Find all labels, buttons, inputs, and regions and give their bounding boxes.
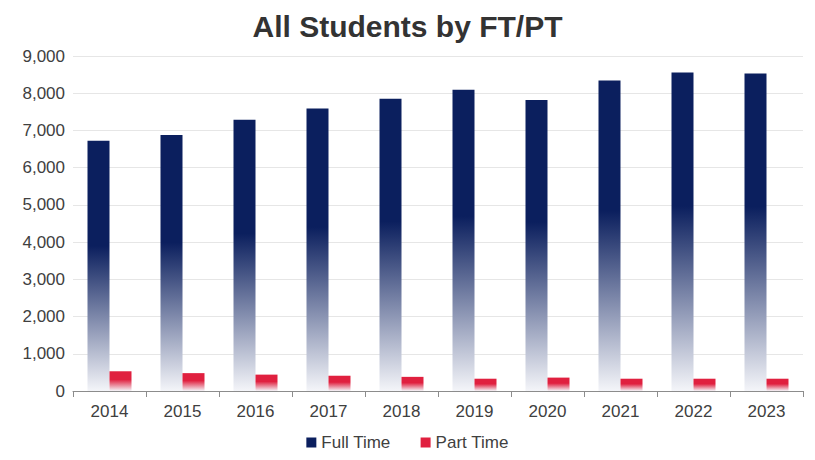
svg-text:2,000: 2,000: [22, 307, 65, 326]
svg-text:2015: 2015: [164, 402, 202, 421]
svg-text:1,000: 1,000: [22, 344, 65, 363]
svg-text:0: 0: [56, 382, 65, 401]
svg-text:2022: 2022: [675, 402, 713, 421]
svg-text:All Students by FT/PT: All Students by FT/PT: [252, 10, 562, 43]
svg-text:5,000: 5,000: [22, 195, 65, 214]
svg-text:Full Time: Full Time: [321, 433, 390, 452]
svg-text:2018: 2018: [383, 402, 421, 421]
svg-text:Part Time: Part Time: [436, 433, 509, 452]
svg-text:2023: 2023: [748, 402, 786, 421]
svg-text:2020: 2020: [529, 402, 567, 421]
svg-text:2016: 2016: [237, 402, 275, 421]
svg-text:2014: 2014: [91, 402, 129, 421]
svg-text:6,000: 6,000: [22, 158, 65, 177]
svg-text:9,000: 9,000: [22, 47, 65, 66]
svg-text:7,000: 7,000: [22, 121, 65, 140]
svg-text:8,000: 8,000: [22, 84, 65, 103]
svg-text:3,000: 3,000: [22, 270, 65, 289]
svg-text:4,000: 4,000: [22, 233, 65, 252]
svg-text:2017: 2017: [310, 402, 348, 421]
svg-text:2021: 2021: [602, 402, 640, 421]
svg-text:2019: 2019: [456, 402, 494, 421]
